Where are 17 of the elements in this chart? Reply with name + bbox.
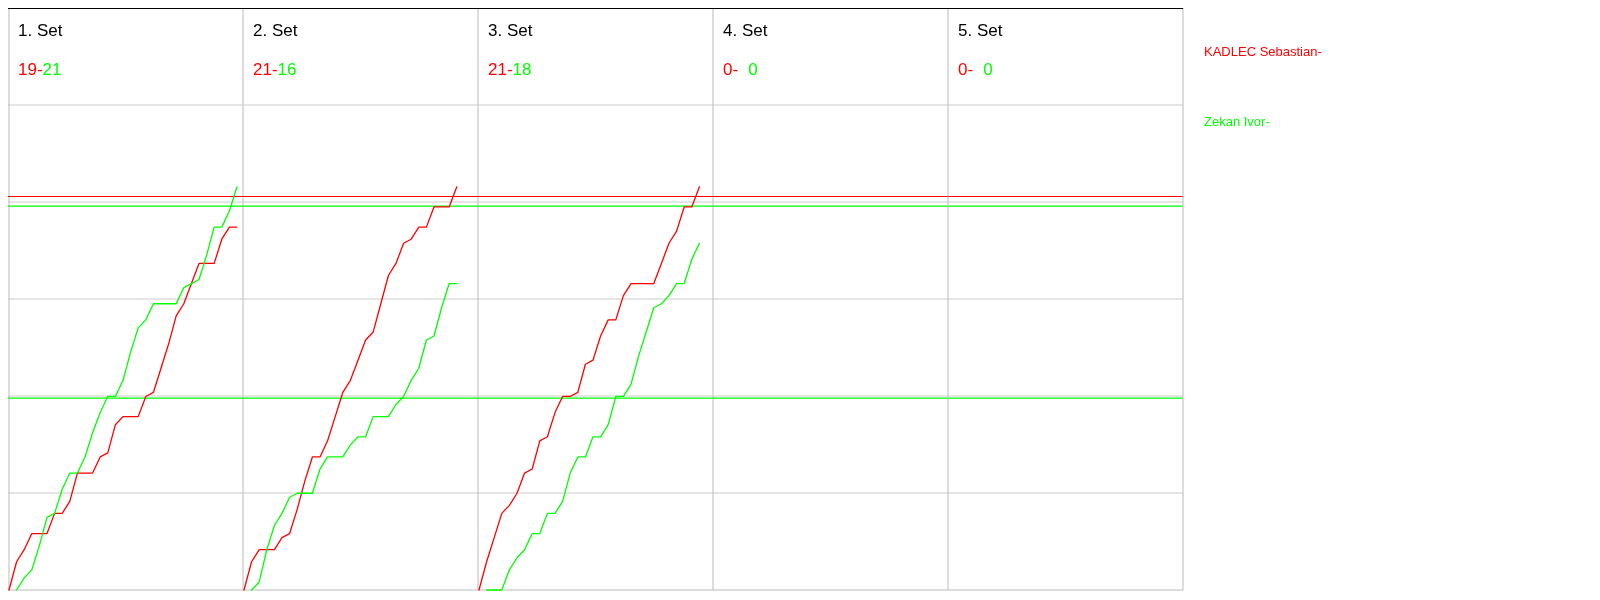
chart-title: 3. Set (488, 21, 533, 40)
text: KADLEC Sebastian- (1204, 44, 1322, 59)
text: 18 (512, 60, 532, 79)
text: 16 (277, 60, 297, 79)
text: 5. Set (958, 21, 1003, 40)
text: 0 (983, 60, 993, 79)
chart-title: 2. Set (253, 21, 298, 40)
text: 4. Set (723, 21, 768, 40)
text: 0- (958, 60, 974, 79)
text: 21- (253, 60, 278, 79)
chart-title: 1. Set (18, 21, 63, 40)
text: 0 (748, 60, 758, 79)
text: 0- (723, 60, 739, 79)
text: 19- (18, 60, 43, 79)
text: 21 (42, 60, 62, 79)
text: 21- (488, 60, 513, 79)
text: Zekan Ivor- (1204, 114, 1270, 129)
